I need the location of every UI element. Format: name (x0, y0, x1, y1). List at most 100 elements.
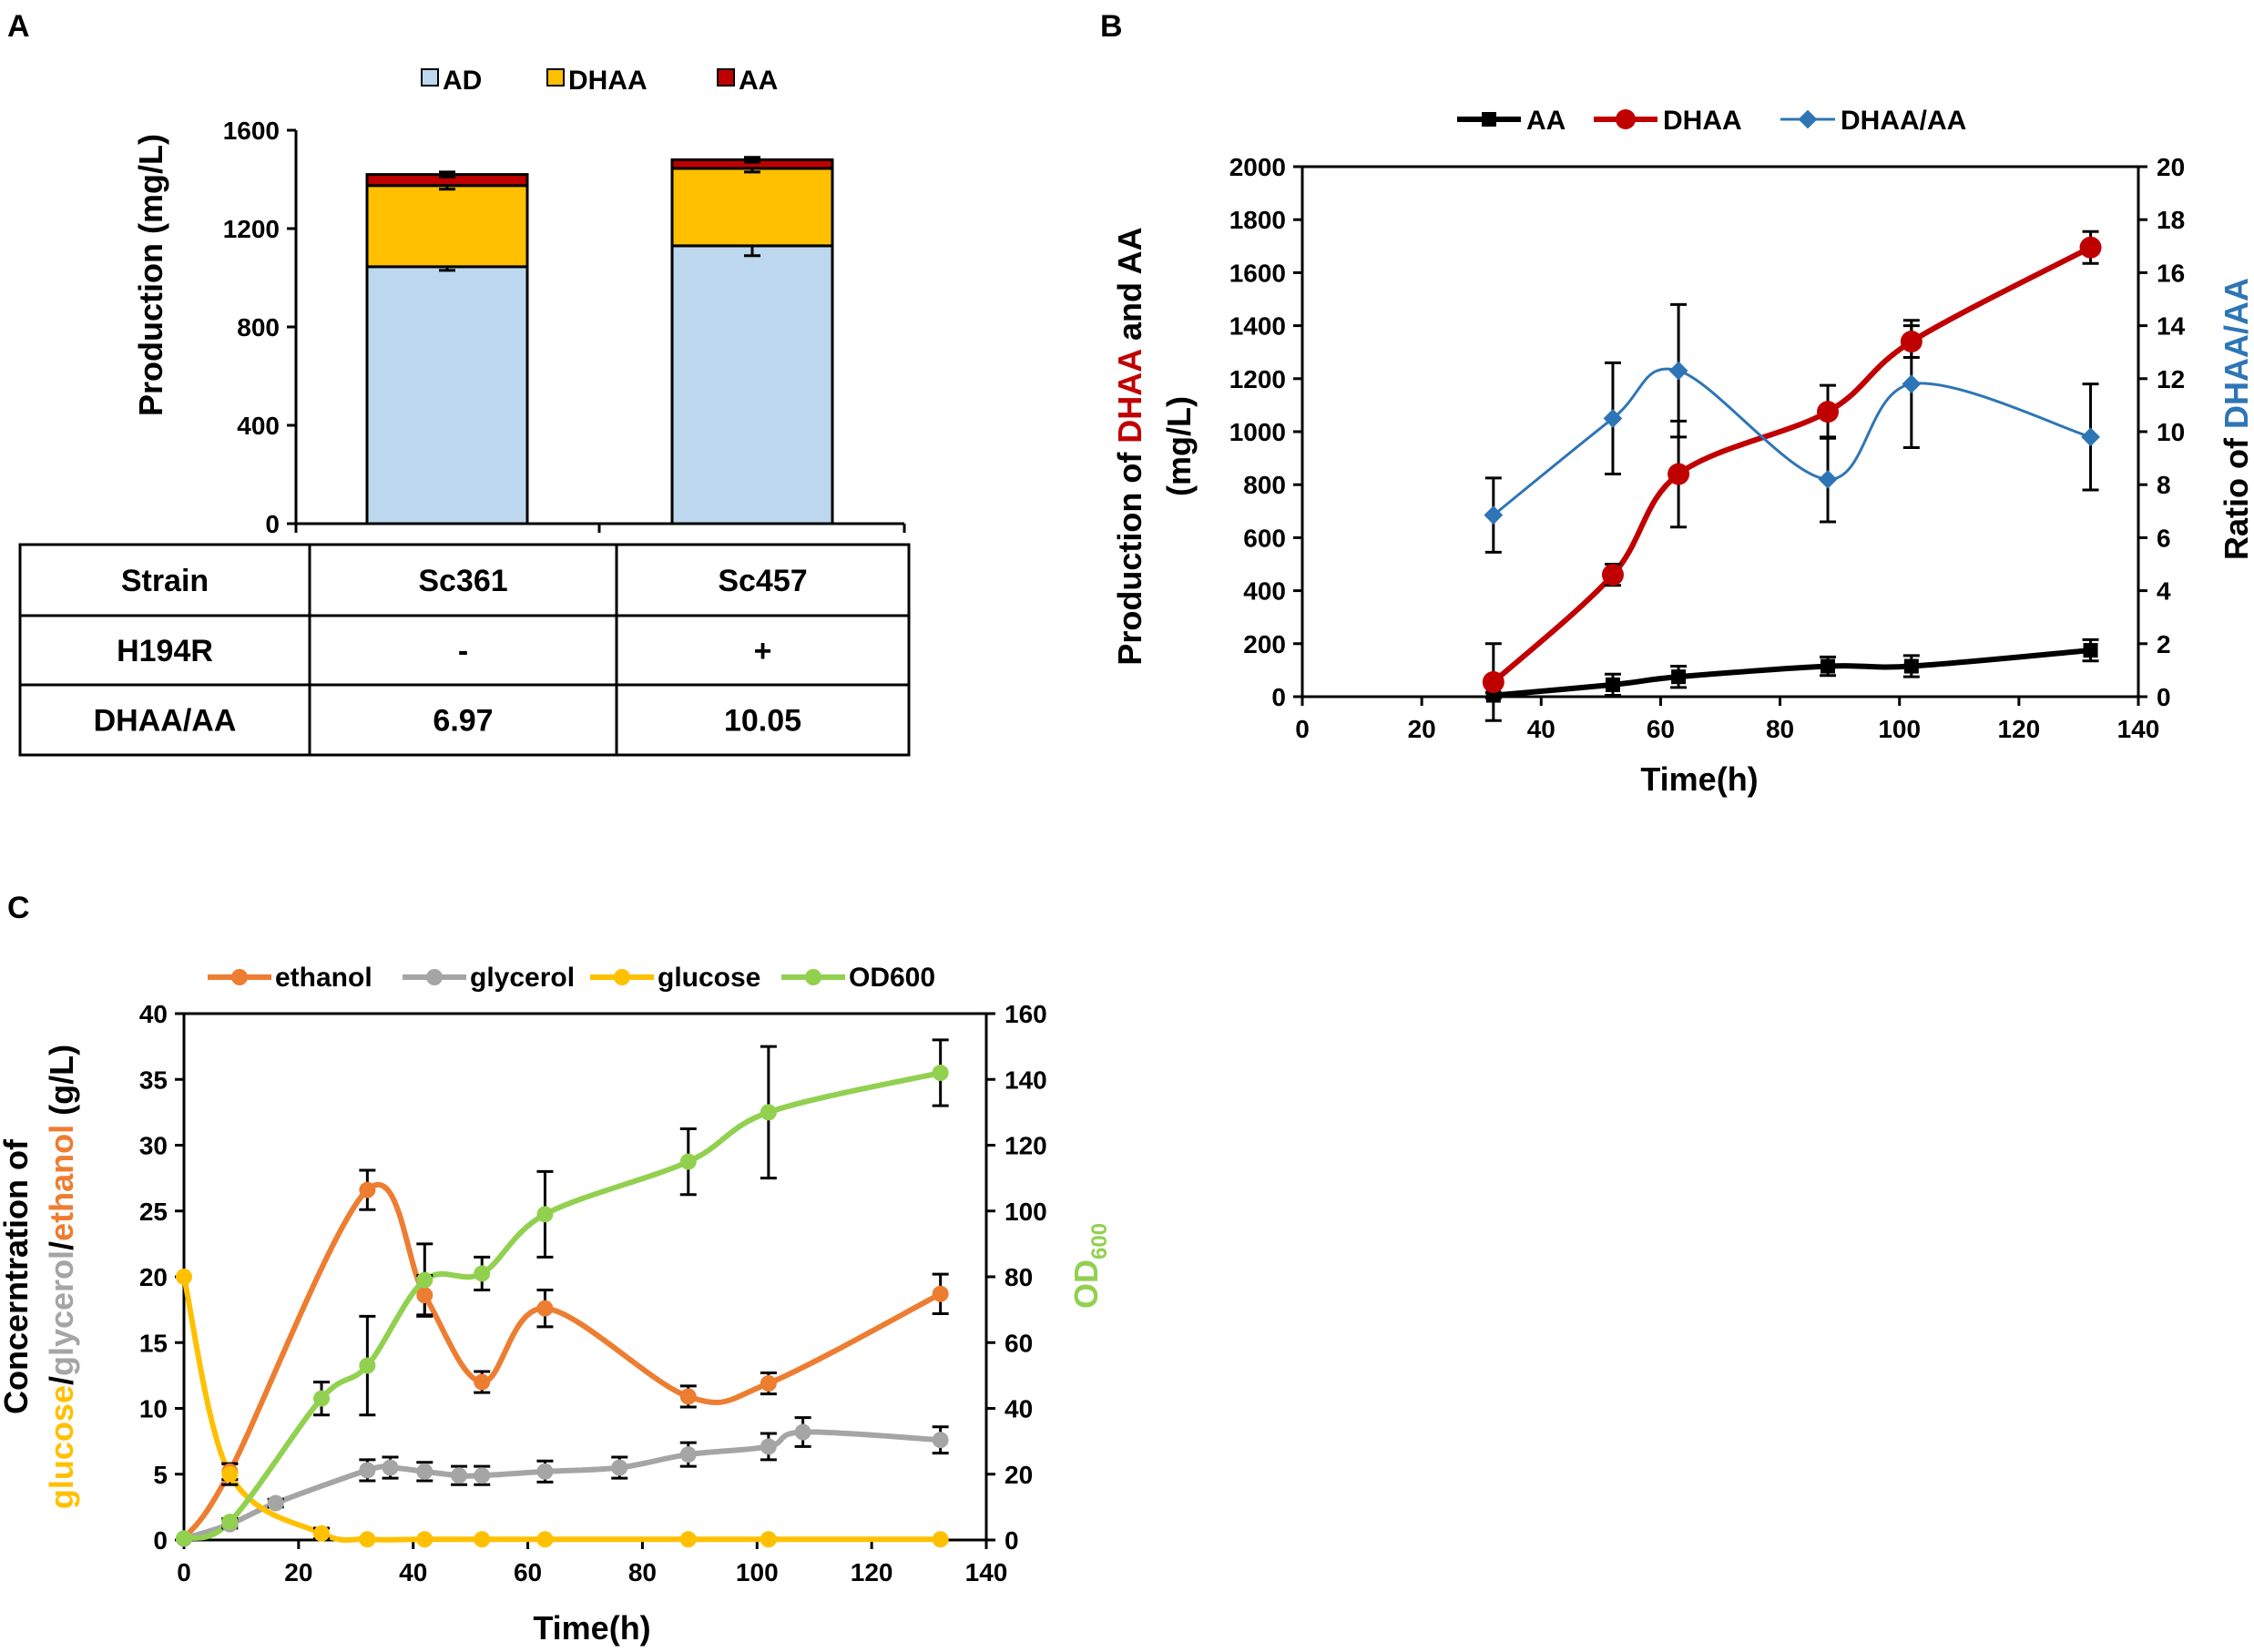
b-x-tick-label: 0 (1295, 715, 1310, 743)
c-point-ethanol (416, 1287, 433, 1304)
c-left-tick-label: 0 (153, 1526, 168, 1555)
c-left-tick-label: 20 (139, 1263, 168, 1291)
b-left-tick-label: 200 (1243, 630, 1286, 658)
b-point-dhaa (1601, 564, 1624, 586)
c-point-glucose (313, 1525, 331, 1542)
c-point-glycerol (382, 1459, 399, 1476)
c-point-ethanol (536, 1300, 554, 1317)
b-left-tick-label: 1000 (1229, 418, 1286, 446)
c-point-od600 (536, 1206, 554, 1223)
c-point-glucose (221, 1465, 239, 1483)
c-series-line-ethanol (181, 1181, 943, 1541)
b-point-dhaa-aa (1902, 374, 1922, 394)
c-point-glycerol (359, 1462, 376, 1479)
c-x-axis-title: Time(h) (533, 1609, 650, 1647)
b-right-tick-label: 18 (2157, 206, 2185, 234)
c-right-tick-label: 160 (1005, 1000, 1047, 1028)
c-point-glucose (359, 1531, 376, 1548)
b-x-tick-label: 40 (1527, 715, 1555, 743)
b-point-dhaa (1668, 463, 1690, 485)
b-right-axis-title: Ratio of DHAA/AA (2218, 278, 2254, 560)
plot-area-a: 0 400 800 1200 1600 (223, 117, 906, 538)
c-legend-marker-glucose (614, 969, 630, 985)
b-left-tick-label: 1800 (1229, 206, 1286, 234)
b-series-line-dhaa-aa (1492, 367, 2091, 516)
table-cell: Sc457 (718, 564, 807, 598)
b-point-dhaa-aa (2081, 427, 2100, 447)
b-point-dhaa (2079, 236, 2102, 259)
c-point-od600 (679, 1153, 697, 1170)
c-point-od600 (760, 1104, 777, 1121)
b-right-tick-label: 16 (2157, 259, 2185, 287)
axis-title-part-1: DHAA/AA (2218, 278, 2254, 429)
c-x-tick-label: 80 (628, 1558, 657, 1586)
c-point-glucose (760, 1531, 777, 1548)
a-legend-label-ad: AD (443, 66, 482, 96)
panel-b: B AA DHAA DHAA/AA 020040060080010001200140… (1100, 9, 2254, 798)
c-point-glycerol (794, 1423, 811, 1441)
b-x-tick-label: 120 (1997, 715, 2040, 743)
b-point-dhaa (1817, 401, 1840, 423)
c-point-glucose (932, 1531, 949, 1548)
a-legend-swatch-aa (717, 68, 735, 87)
b-point-aa (1605, 677, 1620, 692)
b-x-tick-label: 20 (1408, 715, 1436, 743)
b-series-line-aa (1493, 648, 2091, 699)
b-legend-label-dhaa: DHAA (1663, 106, 1742, 136)
axis-title-part-2: glycerol (43, 1250, 80, 1376)
c-point-glycerol (474, 1467, 491, 1484)
b-point-dhaa-aa (1668, 361, 1688, 381)
c-legend-marker-od600 (805, 969, 821, 985)
b-left-axis-title: Production of DHAA and AA (1111, 227, 1148, 665)
a-legend-label-aa: AA (739, 66, 778, 96)
axis-title-part-4: ethanol (43, 1125, 80, 1241)
c-right-tick-label: 140 (1005, 1066, 1047, 1094)
b-series-line-dhaa (1491, 245, 2092, 685)
b-legend-marker-dhaa (1616, 109, 1636, 129)
panel-label-c: C (7, 891, 30, 925)
c-right-tick-label: 60 (1005, 1329, 1033, 1357)
axis-title-part-0: glucose (43, 1385, 80, 1509)
panel-label-a: A (7, 9, 30, 44)
b-x-tick-label: 80 (1766, 715, 1794, 743)
c-left-tick-label: 40 (139, 1000, 168, 1028)
b-point-aa (1903, 658, 1919, 674)
table-cell: 10.05 (724, 704, 801, 739)
c-x-tick-label: 0 (177, 1558, 191, 1586)
b-x-axis-title: Time(h) (1640, 760, 1758, 798)
b-left-tick-label: 1200 (1229, 365, 1286, 393)
table-cell: + (754, 634, 772, 668)
b-point-dhaa-aa (1484, 505, 1504, 525)
c-legend-marker-glycerol (426, 969, 443, 985)
c-legend-label-ethanol: ethanol (275, 963, 372, 993)
c-left-tick-label: 35 (139, 1066, 168, 1094)
legend-b: AA DHAA DHAA/AA (1457, 106, 1966, 136)
c-left-axis-title-line1: Concerntration of (0, 1138, 35, 1414)
c-x-tick-label: 20 (284, 1558, 312, 1586)
axis-title-part-1: DHAA (1111, 349, 1148, 444)
c-series-line-od600 (182, 1070, 942, 1542)
c-point-od600 (474, 1265, 491, 1282)
c-right-tick-label: 100 (1005, 1198, 1047, 1226)
axis-title-part-2: and AA (1111, 227, 1148, 350)
b-left-axis-title-units: (mg/L) (1160, 396, 1198, 496)
b-right-tick-label: 8 (2157, 471, 2171, 499)
c-point-ethanol (679, 1388, 697, 1405)
c-point-od600 (932, 1065, 949, 1082)
b-point-dhaa-aa (1603, 409, 1623, 428)
c-left-tick-label: 5 (153, 1461, 168, 1489)
c-point-ethanol (760, 1375, 777, 1392)
c-right-tick-label: 80 (1005, 1263, 1033, 1291)
b-right-tick-label: 20 (2157, 153, 2185, 181)
axis-title-part-0: Production of (1111, 444, 1148, 666)
c-point-glucose (679, 1531, 697, 1548)
b-right-tick-label: 14 (2157, 312, 2186, 341)
b-point-aa (1671, 669, 1687, 685)
c-point-glycerol (611, 1459, 628, 1476)
b-x-tick-label: 60 (1647, 715, 1675, 743)
c-point-glycerol (536, 1463, 554, 1480)
c-point-glucose (536, 1531, 554, 1548)
b-legend-marker-aa (1482, 112, 1496, 127)
b-right-tick-label: 0 (2157, 683, 2171, 711)
